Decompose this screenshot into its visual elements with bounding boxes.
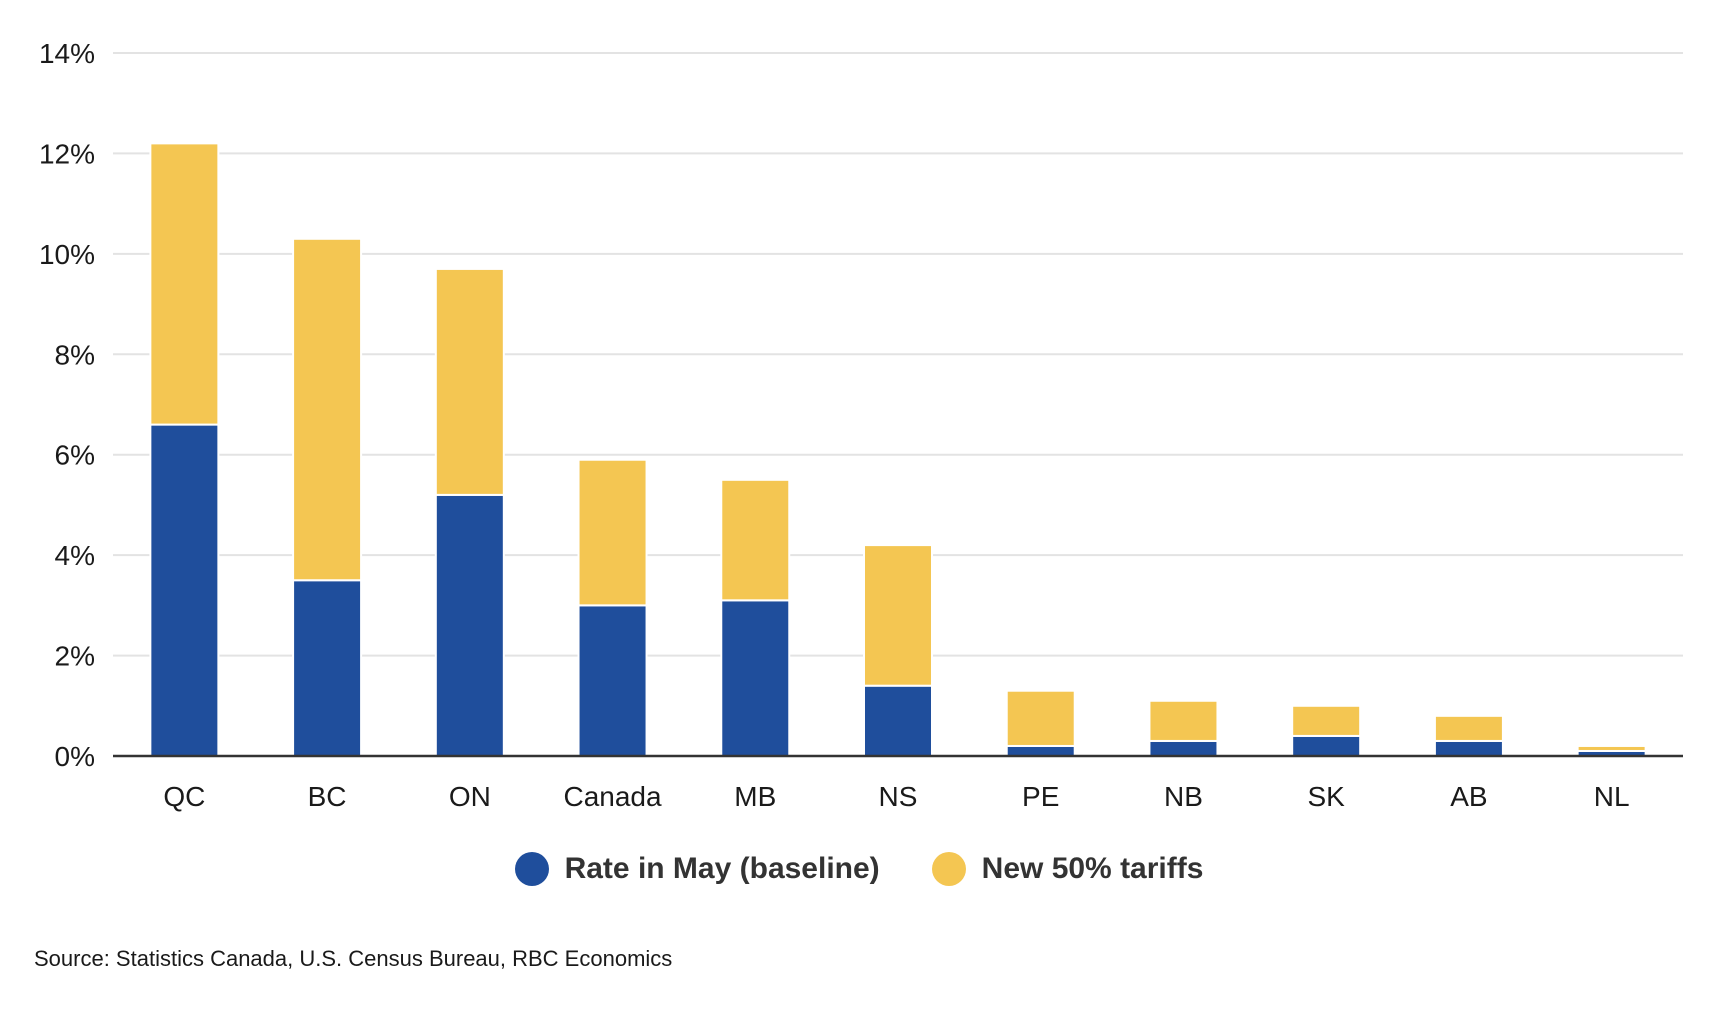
x-tick-label: MB	[734, 781, 776, 812]
bar-baseline	[292, 579, 363, 757]
legend-label-baseline: Rate in May (baseline)	[564, 852, 880, 885]
bars	[149, 142, 1647, 758]
bar-tariffs	[1433, 714, 1504, 742]
x-tick-label: SK	[1308, 781, 1346, 812]
bar-tariffs	[1576, 744, 1647, 752]
x-tick-label: Canada	[563, 781, 662, 812]
bar-baseline	[863, 684, 933, 758]
y-tick-label: 10%	[39, 239, 95, 270]
legend: Rate in May (baseline) New 50% tariffs	[0, 852, 1718, 886]
bar-baseline	[1005, 744, 1076, 758]
gridlines	[113, 52, 1683, 657]
bar-baseline	[720, 599, 791, 757]
bar-tariffs	[720, 478, 791, 602]
bar-baseline	[1291, 734, 1362, 758]
x-tick-label: BC	[308, 781, 347, 812]
x-tick-label: ON	[449, 781, 491, 812]
x-tick-label: NB	[1164, 781, 1203, 812]
bar-baseline	[577, 604, 648, 757]
bar-tariffs	[1291, 704, 1362, 737]
bar-tariffs	[1005, 689, 1076, 747]
x-tick-label: QC	[163, 781, 205, 812]
bar-tariffs	[577, 458, 648, 607]
legend-swatch-tariffs	[931, 852, 966, 886]
bar-baseline	[1433, 739, 1504, 758]
bar-tariffs	[1148, 699, 1219, 742]
bar-tariffs	[434, 267, 505, 496]
legend-item-baseline: Rate in May (baseline)	[514, 852, 880, 886]
y-tick-label: 4%	[55, 540, 95, 571]
legend-label-tariffs: New 50% tariffs	[981, 852, 1204, 885]
x-tick-label: NS	[879, 781, 918, 812]
bar-baseline	[149, 423, 220, 757]
bar-baseline	[1148, 739, 1219, 758]
x-tick-label: AB	[1450, 781, 1487, 812]
bar-tariffs	[863, 544, 933, 687]
legend-item-tariffs: New 50% tariffs	[931, 852, 1204, 886]
source-note: Source: Statistics Canada, U.S. Census B…	[34, 946, 673, 971]
bar-baseline	[434, 493, 505, 757]
x-tick-label: NL	[1594, 781, 1630, 812]
y-tick-label: 8%	[55, 339, 95, 370]
bar-tariffs	[149, 142, 220, 426]
legend-swatch-baseline	[514, 852, 549, 886]
axes: 0% 2% 4% 6% 8% 10% 12% 14% QC BC ON Canada MB NS PE NB S…	[39, 38, 1683, 812]
y-tick-label: 0%	[55, 741, 95, 772]
x-tick-label: PE	[1022, 781, 1059, 812]
bar-tariffs	[292, 237, 363, 582]
y-tick-label: 14%	[39, 38, 95, 69]
y-tick-label: 2%	[55, 641, 95, 672]
y-tick-label: 12%	[39, 138, 95, 169]
y-tick-label: 6%	[55, 440, 95, 471]
